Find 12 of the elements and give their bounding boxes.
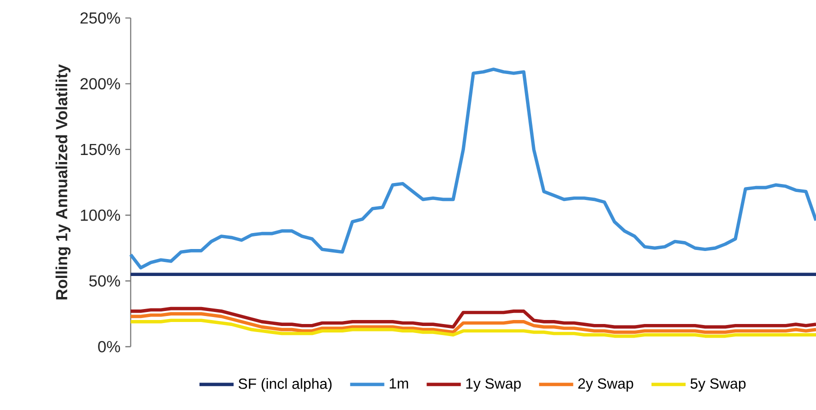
legend-label: SF (incl alpha) (238, 378, 332, 392)
y-axis-title: Rolling 1y Annualized Volatility (56, 64, 71, 300)
y-tick-label: 150% (80, 144, 120, 156)
legend-label: 5y Swap (690, 378, 746, 392)
y-tick-label: 250% (80, 12, 120, 24)
y-tick-label: 100% (80, 210, 120, 221)
y-tick-label: 200% (80, 78, 120, 90)
legend-label: 1y Swap (466, 378, 521, 392)
legend-label: 2y Swap (578, 378, 634, 392)
legend-label: 1m (390, 378, 408, 389)
y-tick-label: 50% (89, 275, 120, 287)
y-tick-label: 0% (98, 341, 120, 352)
